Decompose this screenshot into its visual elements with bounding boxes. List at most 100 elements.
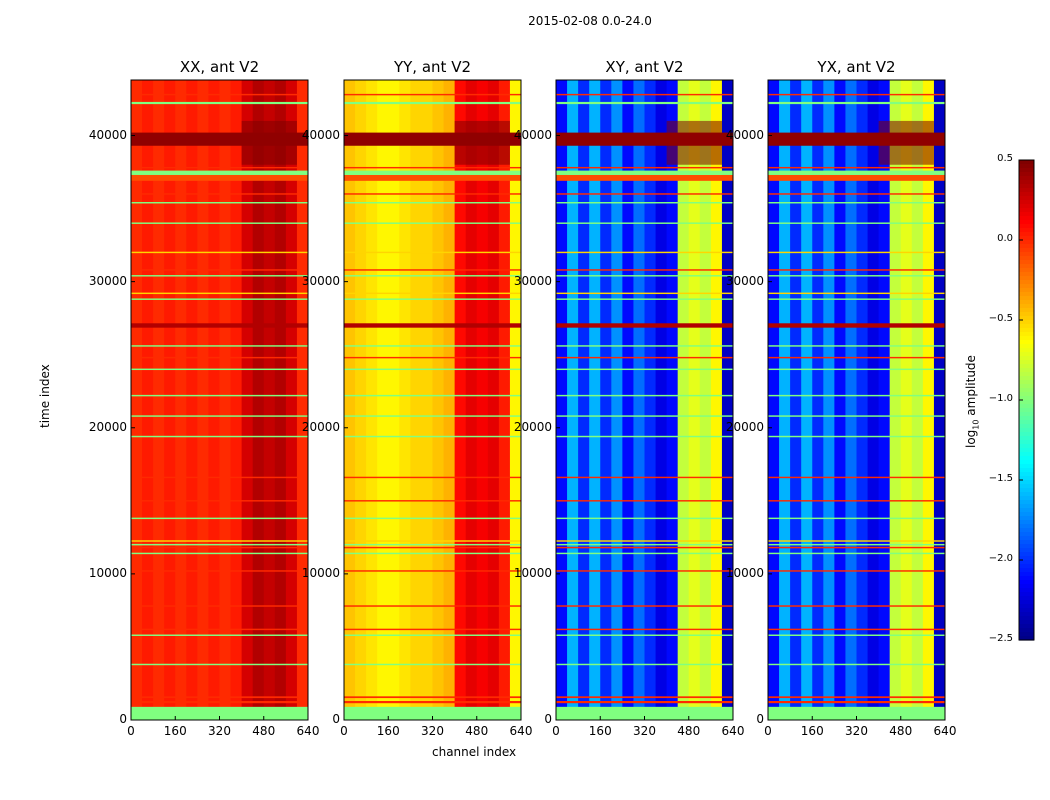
colorbar-segment xyxy=(1019,220,1034,225)
heatmap-row-band xyxy=(131,476,308,479)
heatmap-row-band xyxy=(768,323,945,328)
x-tick-label: 0 xyxy=(127,724,135,738)
colorbar-segment xyxy=(1019,624,1034,629)
y-tick-label: 20000 xyxy=(301,419,340,434)
x-tick-label: 160 xyxy=(376,724,400,738)
heatmap-row-band xyxy=(556,628,733,631)
colorbar-tick-label: 0.0 xyxy=(997,233,1013,244)
heatmap-column-cell xyxy=(274,80,287,720)
heatmap-row-band xyxy=(344,696,521,699)
heatmap-column-cell xyxy=(611,80,623,720)
colorbar-segment xyxy=(1019,484,1034,489)
heatmap-column-cell xyxy=(186,80,198,720)
colorbar-segment xyxy=(1019,432,1034,437)
heatmap-row-band xyxy=(556,415,733,417)
heatmap-row-band xyxy=(131,540,308,542)
heatmap-row-band xyxy=(768,193,945,195)
heatmap-row-band xyxy=(131,701,308,704)
heatmap-row-band xyxy=(768,476,945,479)
heatmap-row-band xyxy=(344,345,521,347)
heatmap-row-band xyxy=(131,132,308,146)
y-tick-label: 10000 xyxy=(513,565,552,580)
colorbar-segment xyxy=(1019,500,1034,505)
x-tick-label: 0 xyxy=(552,724,560,738)
heatmap-column-cell xyxy=(699,80,712,720)
colorbar-segment xyxy=(1019,488,1034,493)
heatmap-column-cell xyxy=(399,80,411,720)
heatmap-row-band xyxy=(768,628,945,631)
colorbar-segment xyxy=(1019,552,1034,557)
heatmap-row-band xyxy=(768,132,945,146)
heatmap-row-band xyxy=(768,394,945,397)
heatmap-column-cell xyxy=(845,80,857,720)
heatmap-row-band xyxy=(344,570,521,572)
colorbar-segment xyxy=(1019,196,1034,201)
heatmap-row-band xyxy=(556,663,733,666)
heatmap-column-cell xyxy=(421,80,433,720)
heatmap-row-band xyxy=(131,174,308,181)
heatmap-row-band xyxy=(768,292,945,295)
heatmap-row-band xyxy=(768,570,945,572)
x-tick-label: 160 xyxy=(588,724,612,738)
heatmap-row-band xyxy=(344,634,521,636)
colorbar-segment xyxy=(1019,428,1034,433)
y-tick-label: 0 xyxy=(544,712,552,726)
heatmap-row-band xyxy=(768,298,945,300)
heatmap-column-cell xyxy=(878,80,891,720)
colorbar-segment xyxy=(1019,288,1034,293)
heatmap-column-cell xyxy=(142,80,154,720)
colorbar-segment xyxy=(1019,592,1034,597)
heatmap-row-band xyxy=(131,275,308,277)
heatmap-column-cell xyxy=(197,80,209,720)
x-tick-label: 640 xyxy=(296,724,320,738)
heatmap-column-cell xyxy=(219,80,232,720)
heatmap-row-band xyxy=(131,170,308,175)
heatmap-column-cell xyxy=(366,80,378,720)
x-tick-label: 640 xyxy=(933,724,957,738)
x-tick-label: 480 xyxy=(889,724,913,738)
colorbar-segment xyxy=(1019,360,1034,365)
colorbar-segment xyxy=(1019,516,1034,521)
colorbar-segment xyxy=(1019,496,1034,501)
colorbar-label: log10 amplitude xyxy=(964,355,980,448)
colorbar-segment xyxy=(1019,564,1034,569)
colorbar-segment xyxy=(1019,412,1034,417)
colorbar-segment xyxy=(1019,508,1034,513)
heatmap-column-cell xyxy=(688,80,701,720)
heatmap-row-band xyxy=(768,634,945,636)
heatmap-row-band xyxy=(131,552,308,555)
colorbar-segment xyxy=(1019,452,1034,457)
heatmap-row-band xyxy=(131,292,308,295)
y-tick-label: 40000 xyxy=(301,127,340,142)
heatmap-row-band xyxy=(344,701,521,704)
heatmap-column-cell xyxy=(567,80,579,720)
heatmap-column-cell xyxy=(153,80,165,720)
heatmap-row-band xyxy=(556,605,733,607)
x-tick-label: 160 xyxy=(163,724,187,738)
colorbar-segment xyxy=(1019,164,1034,169)
colorbar-segment xyxy=(1019,328,1034,333)
colorbar-segment xyxy=(1019,600,1034,605)
heatmap-column-cell xyxy=(911,80,924,720)
colorbar-segment xyxy=(1019,192,1034,197)
heatmap-row-band xyxy=(344,605,521,607)
colorbar-segment xyxy=(1019,440,1034,445)
colorbar-segment xyxy=(1019,268,1034,273)
heatmap-row-band xyxy=(344,93,521,96)
heatmap-column-cell xyxy=(823,80,835,720)
heatmap-row-band xyxy=(131,345,308,347)
heatmap-row-band xyxy=(556,570,733,572)
heatmap-row-band xyxy=(768,101,945,105)
heatmap-column-cell xyxy=(285,80,298,720)
heatmap-row-band xyxy=(556,132,733,146)
colorbar-segment xyxy=(1019,596,1034,601)
heatmap-row-band xyxy=(131,356,308,359)
colorbar-tick-label: 0.5 xyxy=(997,153,1013,164)
heatmap-row-band xyxy=(768,415,945,417)
heatmap-column-cell xyxy=(768,80,780,720)
colorbar-segment xyxy=(1019,424,1034,429)
y-tick-label: 40000 xyxy=(725,127,764,142)
colorbar-segment xyxy=(1019,276,1034,281)
colorbar-segment xyxy=(1019,608,1034,613)
